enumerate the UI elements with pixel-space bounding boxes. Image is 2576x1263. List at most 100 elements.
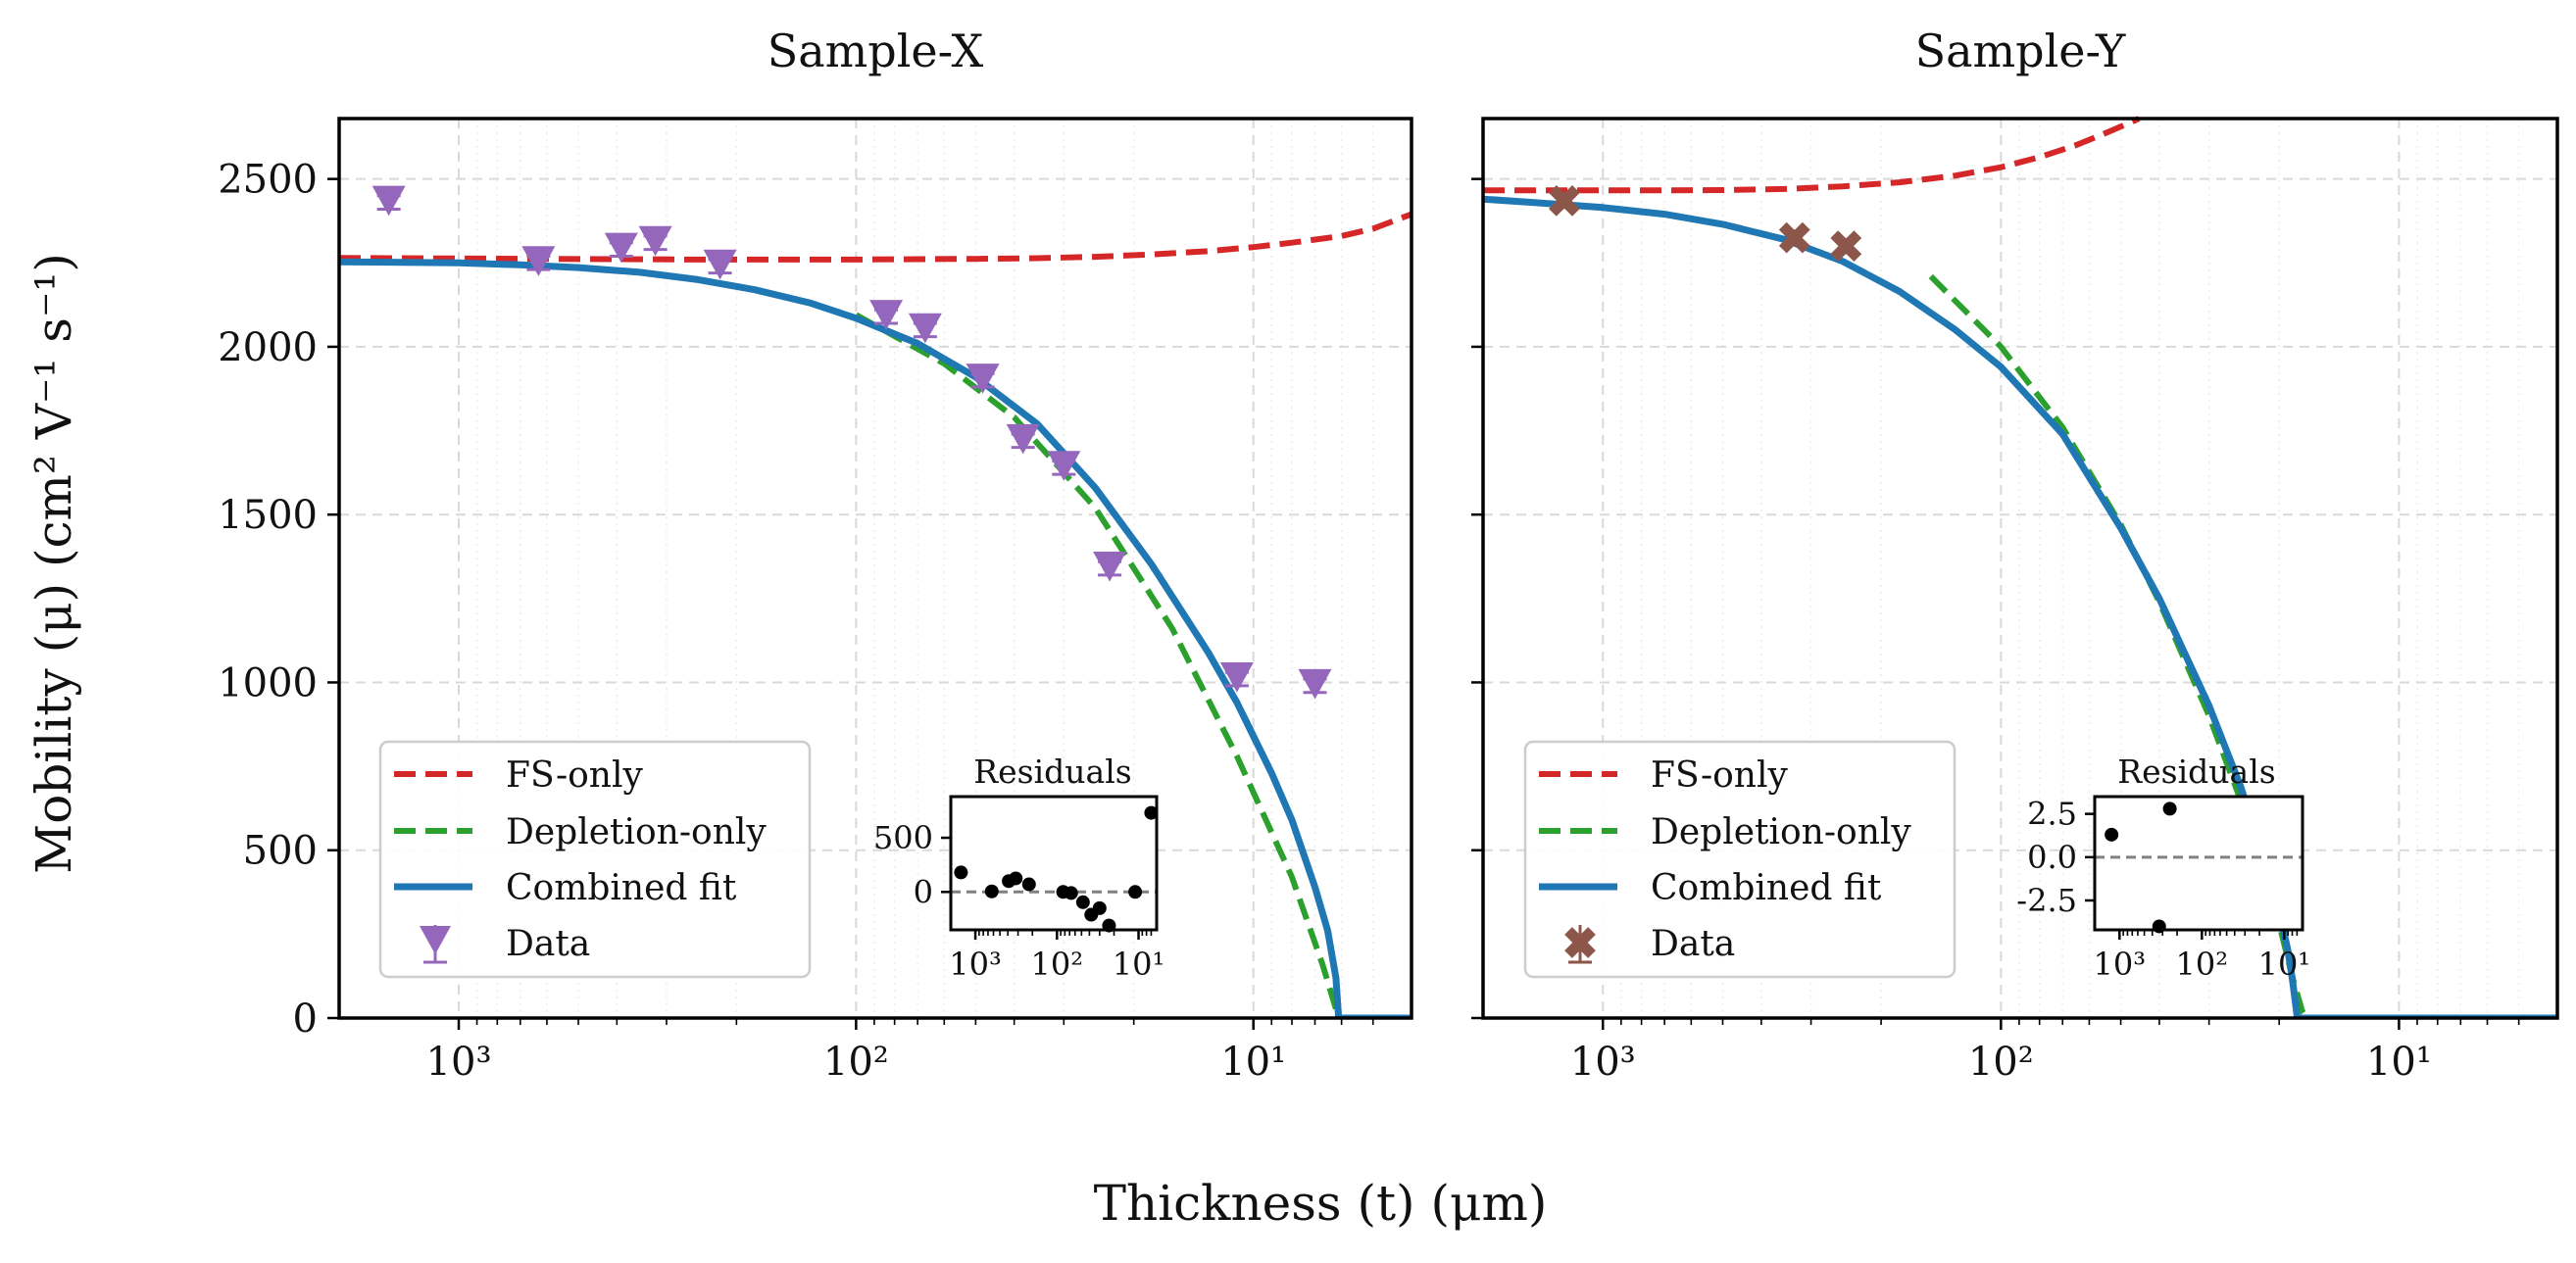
data-point xyxy=(1778,221,1810,254)
inset-x-tick-label: 10² xyxy=(1031,946,1084,983)
legend-label-data: Data xyxy=(506,924,590,964)
inset-y-tick-label: -2.5 xyxy=(2016,882,2077,919)
y-tick-label: 500 xyxy=(243,829,318,874)
residual-point xyxy=(984,884,999,899)
inset-title: Residuals xyxy=(2117,753,2275,791)
y-tick-label: 2500 xyxy=(218,158,318,203)
data-point xyxy=(1219,662,1254,693)
panel-title: Sample-X xyxy=(768,24,984,77)
data-point xyxy=(1549,185,1580,217)
legend-swatch-data xyxy=(420,925,451,964)
data-point xyxy=(604,232,638,264)
residual-point xyxy=(1128,885,1143,899)
y-tick-label: 1500 xyxy=(218,493,318,538)
data-point xyxy=(521,246,556,276)
inset-x-tick-label: 10³ xyxy=(949,946,1002,983)
legend-label-depletion-only: Depletion-only xyxy=(1651,812,1911,852)
x-axis-label: Thickness (t) (μm) xyxy=(1094,1175,1548,1232)
data-point xyxy=(703,249,737,280)
data-point-marker xyxy=(1830,230,1862,263)
legend-box xyxy=(378,740,812,979)
data-point xyxy=(1830,230,1862,263)
series-line-combined-fit xyxy=(339,258,1412,1018)
panel-sample-x: Sample-X 10³ 10² 10¹ 0 500 1000 1500 2000 2500 F… xyxy=(218,24,1413,1085)
inset-frame xyxy=(949,795,1159,932)
inset-y-tick-label: 500 xyxy=(873,819,933,856)
data-point xyxy=(1006,423,1040,455)
residual-point xyxy=(1075,895,1090,909)
legend-label-data: Data xyxy=(1651,924,1735,964)
data-point-marker xyxy=(1093,552,1127,582)
residual-point xyxy=(954,865,968,880)
data-point xyxy=(869,300,904,330)
data-point-marker xyxy=(604,232,638,264)
legend-label-fs-only: FS-only xyxy=(506,755,643,796)
series-line-depletion-only xyxy=(854,312,1342,1018)
data-point-marker xyxy=(908,313,942,344)
inset-title: Residuals xyxy=(973,753,1131,791)
legend: FS-only Depletion-only Combined fit Data xyxy=(1523,740,1957,979)
data-point-marker xyxy=(1219,662,1254,693)
data-point-marker xyxy=(521,246,556,276)
legend: FS-only Depletion-only Combined fit Data xyxy=(378,740,812,979)
inset-y-tick-label: 2.5 xyxy=(2027,796,2077,833)
data-point xyxy=(1093,552,1127,582)
residual-point xyxy=(1092,900,1107,915)
data-point xyxy=(372,185,406,217)
legend-swatch-data xyxy=(1564,925,1596,964)
residual-point xyxy=(1009,871,1023,886)
series-line-depletion-only xyxy=(1928,273,2310,1018)
legend-box xyxy=(1523,740,1957,979)
data-point-marker xyxy=(372,185,406,217)
residual-point xyxy=(1064,886,1078,900)
inset-background xyxy=(2095,797,2303,930)
data-point xyxy=(1298,668,1332,700)
plot-frame xyxy=(337,117,1413,1020)
plot-frame xyxy=(1481,117,2559,1020)
residual-point xyxy=(1021,877,1036,892)
residual-point xyxy=(2162,802,2177,816)
y-tick-label: 0 xyxy=(293,996,318,1042)
series-line-fs-only xyxy=(1483,116,2141,194)
inset-background xyxy=(951,797,1157,930)
residual-point xyxy=(2105,827,2119,842)
residuals-inset: Residuals 10³ 10² 10¹ 2.5 0.0 -2.5 xyxy=(2016,753,2310,983)
inset-y-tick-label: 0.0 xyxy=(2027,839,2077,876)
data-point-marker xyxy=(703,249,737,280)
y-tick-label: 2000 xyxy=(218,325,318,370)
legend-label-fs-only: FS-only xyxy=(1651,755,1788,796)
data-point-marker xyxy=(1298,668,1332,700)
residual-point xyxy=(1144,805,1159,820)
inset-x-tick-label: 10¹ xyxy=(2258,946,2311,983)
inset-frame xyxy=(2093,795,2304,932)
panel-title: Sample-Y xyxy=(1915,24,2126,77)
data-point-marker xyxy=(869,300,904,330)
data-point-marker xyxy=(1047,451,1081,481)
panel-sample-y: Sample-Y 10³ 10² 10¹ FS-only Depletion-onl… xyxy=(1471,24,2559,1085)
legend-label-depletion-only: Depletion-only xyxy=(506,812,767,852)
inset-y-tick-label: 0 xyxy=(914,873,933,910)
data-point xyxy=(966,364,1000,394)
x-tick-label: 10² xyxy=(1968,1040,2034,1085)
x-tick-label: 10² xyxy=(823,1040,889,1085)
x-tick-label: 10¹ xyxy=(1220,1040,1286,1085)
data-point xyxy=(1047,451,1081,481)
residuals-inset: Residuals 10³ 10² 10¹ 0 500 xyxy=(873,753,1164,983)
x-tick-label: 10¹ xyxy=(2366,1040,2432,1085)
inset-x-tick-label: 10³ xyxy=(2094,946,2147,983)
data-point-marker xyxy=(1778,221,1810,254)
data-point-marker xyxy=(1006,423,1040,455)
data-point-marker xyxy=(966,364,1000,394)
x-tick-label: 10³ xyxy=(426,1040,492,1085)
inset-x-tick-label: 10¹ xyxy=(1113,946,1165,983)
data-point xyxy=(638,225,672,257)
data-point xyxy=(908,313,942,344)
y-axis-label: Mobility (μ) (cm² V⁻¹ s⁻¹) xyxy=(25,253,82,874)
legend-label-combined-fit: Combined fit xyxy=(506,868,737,908)
x-tick-label: 10³ xyxy=(1570,1040,1636,1085)
y-tick-label: 1000 xyxy=(218,660,318,705)
data-point-marker xyxy=(638,225,672,257)
data-point-marker xyxy=(1549,185,1580,217)
inset-x-tick-label: 10² xyxy=(2176,946,2229,983)
